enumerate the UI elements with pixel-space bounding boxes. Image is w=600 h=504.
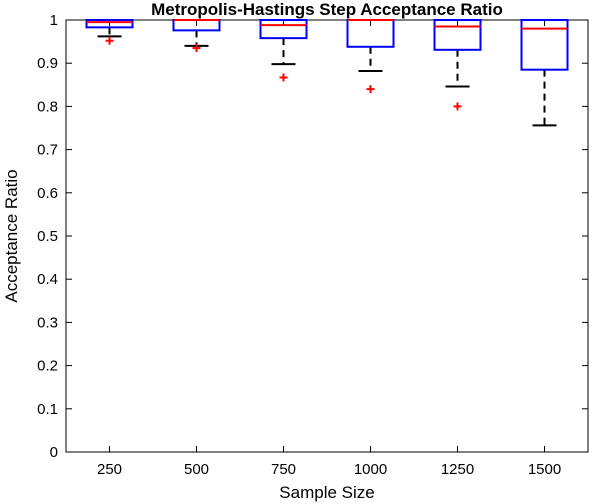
y-axis: 0 0.1 0.2 0.3 0.4 0.5 0.6 0.7 0.8 0.9 1	[37, 12, 588, 461]
box-750	[259, 19, 308, 82]
y-tick-label: 0.5	[37, 228, 58, 245]
box-1250	[433, 19, 482, 111]
plot-border	[65, 19, 589, 453]
x-tick-label: 250	[97, 461, 122, 478]
y-tick-label: 1	[50, 12, 58, 29]
box-iqr	[433, 19, 482, 51]
outlier-marker	[105, 36, 114, 45]
y-tick-label: 0.3	[37, 314, 58, 331]
outlier-marker	[192, 44, 201, 53]
y-tick-label: 0.1	[37, 401, 58, 418]
box-250	[85, 19, 134, 45]
box-1000	[346, 19, 395, 94]
y-tick-label: 0.7	[37, 142, 58, 159]
y-tick-label: 0.8	[37, 98, 58, 115]
outlier-marker	[366, 85, 375, 94]
x-tick-label: 500	[184, 461, 209, 478]
y-tick-label: 0.6	[37, 185, 58, 202]
box-1500	[520, 19, 569, 127]
box-iqr	[259, 19, 308, 40]
box-500	[172, 19, 221, 53]
boxes-group	[85, 19, 569, 127]
y-tick-label: 0.2	[37, 358, 58, 375]
y-tick-label: 0	[50, 444, 58, 461]
x-axis-label: Sample Size	[279, 483, 374, 502]
box-iqr	[520, 19, 569, 71]
y-tick-label: 0.4	[37, 271, 58, 288]
x-tick-label: 1000	[354, 461, 387, 478]
plot-frame	[65, 19, 589, 453]
outlier-marker	[279, 73, 288, 82]
box-iqr	[85, 19, 134, 29]
outlier-marker	[453, 102, 462, 111]
x-axis: 250 500 750 1000 1250 1500	[97, 20, 561, 478]
x-tick-label: 1500	[528, 461, 561, 478]
x-tick-label: 1250	[441, 461, 474, 478]
y-tick-label: 0.9	[37, 55, 58, 72]
x-tick-label: 750	[271, 461, 296, 478]
chart-title: Metropolis-Hastings Step Acceptance Rati…	[151, 0, 503, 19]
y-axis-label: Acceptance Ratio	[2, 169, 21, 302]
